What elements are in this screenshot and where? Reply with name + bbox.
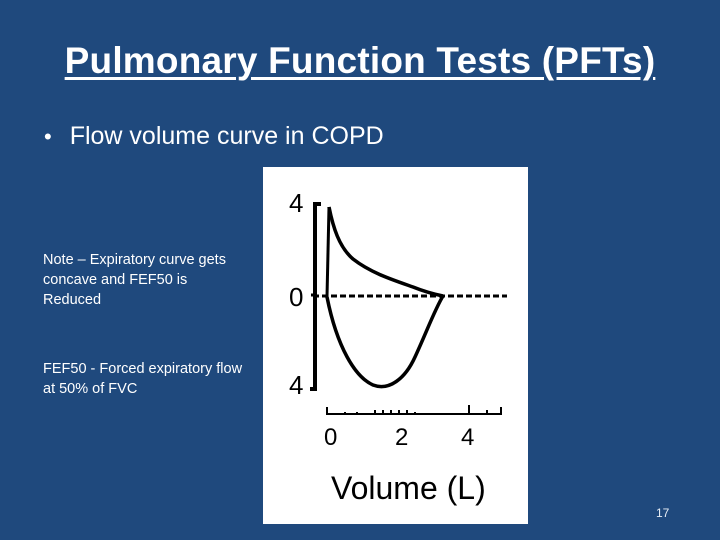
flow-volume-figure: 4 0 4 0 2 4 Volume (L) <box>263 167 528 524</box>
note-text: Note – Expiratory curve gets concave and… <box>43 252 226 308</box>
slide-number: 17 <box>656 506 670 520</box>
definition-text: FEF50 - Forced expiratory flow at 50% of… <box>43 361 243 397</box>
x-tick-label-4: 4 <box>461 424 474 451</box>
flow-volume-curve-image: 4 0 4 0 2 4 Volume (L) <box>289 188 507 506</box>
y-tick-label-top: 4 <box>289 188 303 218</box>
y-tick-label-mid: 0 <box>289 282 303 312</box>
bullet-item: • Flow volume curve in COPD <box>44 122 384 151</box>
x-axis-label: Volume (L) <box>331 470 486 506</box>
expiratory-curve <box>327 206 444 298</box>
x-axis-ticks <box>344 405 488 414</box>
x-tick-label-0: 0 <box>324 424 337 451</box>
bullet-dot-icon: • <box>44 123 52 149</box>
slide-title: Pulmonary Function Tests (PFTs) <box>64 40 656 81</box>
bullet-text: Flow volume curve in COPD <box>69 122 384 150</box>
y-tick-label-bottom: 4 <box>289 370 303 400</box>
inspiratory-curve <box>325 295 445 389</box>
expiratory-rise <box>325 206 331 298</box>
x-tick-label-2: 2 <box>395 424 408 451</box>
